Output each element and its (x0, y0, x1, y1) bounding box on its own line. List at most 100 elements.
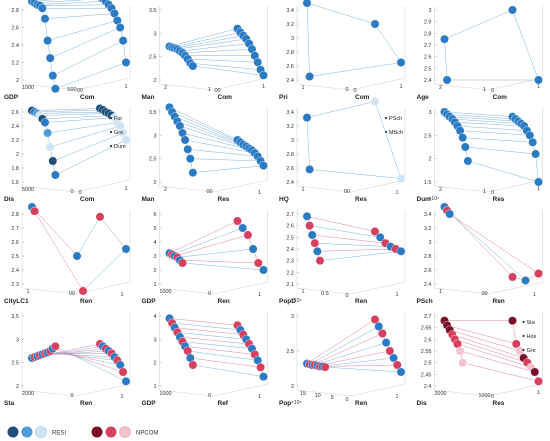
z-tick-label: 1 (395, 292, 398, 298)
x-tick-label: 0 (345, 397, 348, 403)
y-tick-label: 2.7 (424, 43, 432, 49)
data-point-left (48, 71, 58, 81)
link-line (31, 108, 101, 111)
x-axis-label: GDP (4, 94, 19, 101)
left-series-line (444, 39, 448, 81)
x-tick-label: 1 (483, 189, 486, 195)
panel-frame (296, 108, 406, 193)
x-tick-label: 1 (483, 87, 486, 93)
panel-frame (296, 210, 406, 295)
z-tick-label: 1 (537, 186, 540, 192)
right-series-line (374, 101, 402, 179)
annotation-label: Gre (114, 130, 123, 136)
data-point-right (385, 346, 395, 356)
x-tick-label: 0.5 (321, 291, 329, 297)
data-point-left (302, 113, 312, 123)
data-point-right (375, 232, 385, 242)
panel-13: 2 2.5 3 3.5 2000 0 1 Sta Ren (4, 312, 131, 407)
y-tick-label: 2.5 (424, 361, 432, 367)
link-line (50, 125, 121, 148)
x-tick-label: 2 (164, 187, 167, 193)
y-tick-label: 3.4 (424, 212, 432, 218)
y-tick-label: 2.4 (286, 78, 294, 84)
y-tick-label: 2.5 (286, 235, 294, 241)
annotation-marker (522, 349, 525, 351)
x-tick-label: 00 (344, 189, 350, 195)
panel-frame (434, 6, 543, 91)
panel-14: 1 2 3 4 1000 0 1 GDP Ref (142, 312, 268, 407)
z-axis-label: Ren (493, 298, 505, 305)
link-line (34, 109, 103, 113)
link-line (447, 114, 516, 120)
z-axis-label: Ref (218, 400, 229, 407)
y-tick-label: 4 (153, 314, 156, 320)
z-tick-label: 0 (491, 394, 494, 400)
panel-6: 2 2.5 3 3.5 2 00 1 Man Res (142, 102, 268, 203)
z-axis-label: Com (218, 94, 233, 101)
data-point-right (392, 360, 402, 370)
y-tick-label: 2.4 (11, 43, 19, 49)
annotation-marker (385, 131, 387, 133)
link-line (306, 101, 376, 118)
link-line (47, 20, 118, 41)
x-axis-label: Dis (4, 196, 15, 203)
data-point-right (259, 70, 268, 80)
legend-label-resi: RESI (52, 431, 66, 437)
x-tick-label: 1 (439, 289, 442, 295)
y-tick-label: 3 (153, 31, 156, 37)
y-tick-label: 2.6 (424, 55, 432, 61)
link-line (444, 206, 513, 278)
panel-9: 2.3 2.4 2.5 2.6 2.7 2.8 1 00 1 CityLC1 Ren (4, 202, 131, 305)
link-line (37, 1, 106, 5)
y-tick-label: 2.4 (11, 124, 19, 130)
panel-frame (159, 108, 268, 193)
data-point-right (121, 135, 131, 145)
y-tick-label: 2.7 (424, 314, 432, 320)
data-point-left (51, 84, 60, 94)
z-axis-label: Res (493, 400, 505, 407)
y-tick-label: 2.6 (286, 224, 294, 230)
z-tick-label: 1 (124, 186, 127, 192)
x-tick-label: 1 (208, 87, 211, 93)
z-tick-label: 1 (399, 84, 402, 90)
z-tick-label: 1 (120, 394, 123, 400)
y-tick-label: 2.5 (424, 66, 432, 72)
data-point-left (40, 118, 50, 127)
data-point-left (313, 246, 322, 256)
x-axis-label: Pri (279, 94, 288, 101)
data-point-left (185, 154, 195, 164)
panel-frame (159, 6, 268, 91)
y-tick-label: 2 (16, 152, 19, 158)
z-tick-label: 1 (533, 292, 536, 298)
y-tick-label: 2.45 (421, 372, 432, 378)
y-tick-label: 4 (153, 240, 156, 246)
data-point-right (534, 269, 543, 278)
data-point-left (315, 256, 325, 266)
data-point-right (396, 246, 406, 256)
z-axis-label: Com (493, 94, 508, 101)
data-point-left (183, 144, 193, 154)
link-line (314, 242, 391, 247)
link-line (182, 262, 264, 271)
x-tick-label: 0 (208, 291, 211, 297)
x-axis-label: Dis (417, 400, 428, 407)
z-tick-label: 1 (258, 394, 261, 400)
y-tick-label: 3 (291, 138, 294, 144)
y-tick-label: 2.8 (286, 152, 294, 158)
legend-marker-resi-dark (7, 426, 19, 438)
data-point-right (531, 149, 541, 159)
y-tick-label: 1 (153, 384, 156, 390)
y-tick-label: 1.5 (424, 180, 432, 186)
link-line (192, 165, 264, 173)
y-tick-label: 3.4 (286, 110, 294, 116)
data-point-left (442, 75, 452, 85)
panel-frame (21, 210, 131, 295)
y-tick-label: 2 (153, 268, 156, 274)
data-point-right (118, 36, 128, 46)
data-point-left (38, 3, 47, 13)
x-exponent-label: ×10⁴ (291, 298, 302, 304)
link-line (172, 32, 241, 48)
